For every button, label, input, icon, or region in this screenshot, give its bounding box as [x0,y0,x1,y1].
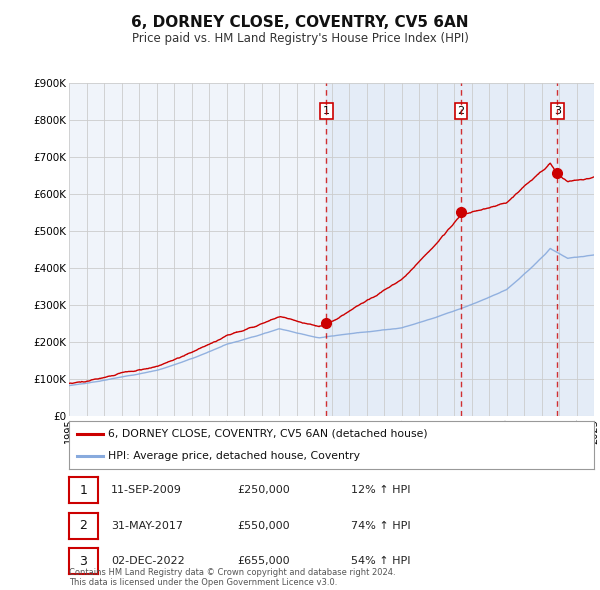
Text: HPI: Average price, detached house, Coventry: HPI: Average price, detached house, Cove… [109,451,361,461]
Text: 1: 1 [323,106,330,116]
Text: 2: 2 [79,519,88,532]
Text: £655,000: £655,000 [237,556,290,566]
Text: £550,000: £550,000 [237,521,290,530]
Text: 2: 2 [457,106,464,116]
Text: 74% ↑ HPI: 74% ↑ HPI [351,521,410,530]
Bar [326,83,594,416]
Text: 1: 1 [79,484,88,497]
Text: 6, DORNEY CLOSE, COVENTRY, CV5 6AN: 6, DORNEY CLOSE, COVENTRY, CV5 6AN [131,15,469,30]
Text: 02-DEC-2022: 02-DEC-2022 [111,556,185,566]
Text: 11-SEP-2009: 11-SEP-2009 [111,486,182,495]
Text: £250,000: £250,000 [237,486,290,495]
Text: 12% ↑ HPI: 12% ↑ HPI [351,486,410,495]
Text: Contains HM Land Registry data © Crown copyright and database right 2024.
This d: Contains HM Land Registry data © Crown c… [69,568,395,587]
Text: Price paid vs. HM Land Registry's House Price Index (HPI): Price paid vs. HM Land Registry's House … [131,32,469,45]
Text: 6, DORNEY CLOSE, COVENTRY, CV5 6AN (detached house): 6, DORNEY CLOSE, COVENTRY, CV5 6AN (deta… [109,429,428,439]
Text: 3: 3 [554,106,561,116]
Text: 54% ↑ HPI: 54% ↑ HPI [351,556,410,566]
Text: 3: 3 [79,555,88,568]
Text: 31-MAY-2017: 31-MAY-2017 [111,521,183,530]
